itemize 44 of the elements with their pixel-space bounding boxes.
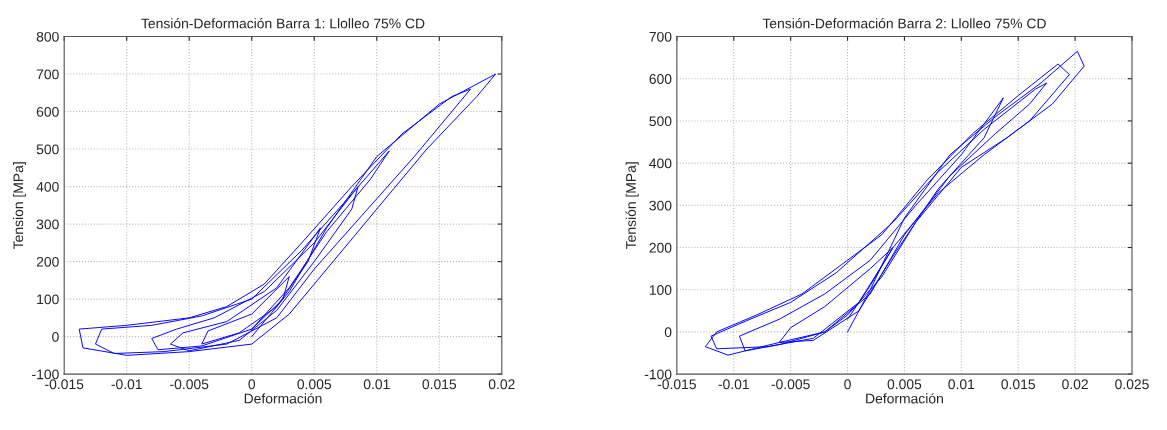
x-tick-label: 0.015	[422, 379, 457, 390]
x-tick-label: -0.015	[657, 379, 696, 390]
y-tick-label: 400	[36, 181, 59, 192]
y-axis-title: Tension [MPa]	[13, 162, 26, 250]
x-tick-label: 0	[844, 379, 851, 390]
x-tick-label: 0.02	[1062, 379, 1088, 390]
y-tick-label: 300	[36, 219, 59, 230]
x-tick-label: -0.005	[771, 379, 810, 390]
chart-title: Tensión-Deformación Barra 2: Llolleo 75% CD	[762, 17, 1046, 29]
y-tick-label: 600	[36, 106, 59, 117]
y-axis-title: Tensión [MPa]	[625, 162, 639, 250]
y-tick-label: 700	[36, 69, 59, 80]
y-tick-label: 800	[36, 31, 59, 42]
y-tick-label: 200	[649, 242, 672, 253]
line-series	[78, 73, 497, 356]
y-tick-label: -100	[644, 369, 672, 380]
y-tick-label: 100	[649, 285, 672, 295]
x-tick-label: 0.005	[887, 379, 922, 390]
x-axis-title: Deformación	[866, 393, 943, 404]
x-tick-label: -0.005	[170, 379, 209, 390]
y-tick-label: 0	[664, 327, 672, 338]
x-tick-label: 0.01	[363, 379, 390, 390]
y-tick-label: 400	[649, 158, 672, 169]
y-tick-label: 700	[649, 31, 672, 42]
y-tick-label: 500	[36, 144, 59, 155]
x-tick-label: 0	[248, 379, 256, 390]
y-tick-label: -100	[32, 369, 59, 380]
y-tick-label: 500	[649, 116, 672, 127]
x-tick-label: -0.01	[111, 379, 142, 390]
chart-title: Tensión-Deformación Barra 1: Llolleo 75% CD	[141, 17, 425, 29]
y-tick-label: 100	[37, 294, 59, 305]
y-tick-label: 0	[52, 331, 59, 342]
y-tick-label: 600	[649, 74, 672, 84]
x-tick-label: 0.02	[488, 379, 515, 390]
y-tick-label: 200	[36, 256, 59, 267]
x-tick-label: 0.025	[1115, 379, 1149, 390]
y-tick-label: 300	[649, 200, 672, 211]
x-tick-label: -0.01	[718, 379, 749, 390]
x-axis-title: Deformación	[244, 393, 322, 404]
line-series	[704, 50, 1085, 356]
x-tick-label: 0.015	[1001, 379, 1035, 390]
x-tick-label: 0.01	[948, 379, 975, 390]
x-tick-label: -0.015	[45, 379, 84, 390]
x-tick-label: 0.005	[297, 379, 332, 390]
